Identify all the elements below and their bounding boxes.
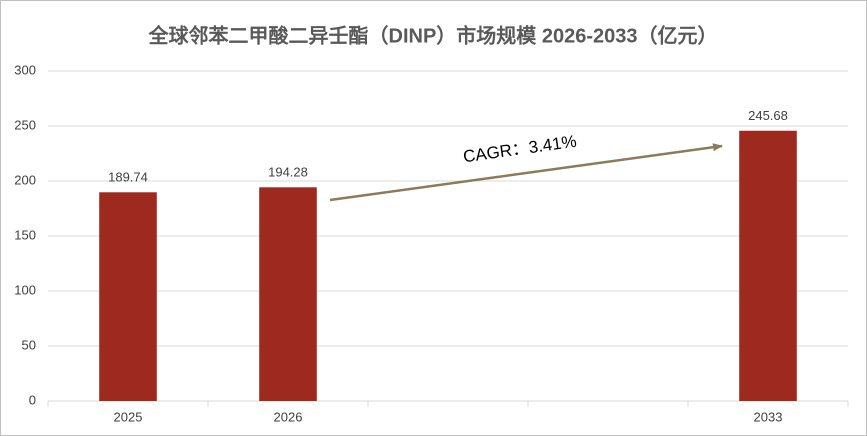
value-label: 189.74 [108, 170, 148, 185]
y-tick-label: 150 [14, 227, 36, 242]
y-tick-label: 250 [14, 117, 36, 132]
cagr-arrow [329, 143, 723, 202]
x-tick-label: 2025 [114, 409, 143, 424]
x-tick-label: 2026 [274, 409, 303, 424]
bar [739, 130, 797, 401]
bar [99, 192, 157, 401]
value-label: 194.28 [268, 165, 308, 180]
x-tick-label: 2033 [754, 409, 783, 424]
value-label: 245.68 [748, 108, 788, 123]
y-tick-label: 300 [14, 62, 36, 77]
y-tick-label: 200 [14, 172, 36, 187]
y-tick-label: 100 [14, 282, 36, 297]
chart-title: 全球邻苯二甲酸二异壬酯（DINP）市场规模 2026-2033（亿元） [148, 23, 718, 47]
y-tick-label: 50 [22, 337, 36, 352]
y-tick-label: 0 [29, 392, 36, 407]
plot-area: 0 50 100 150 200 250 300 2025 189.74 2026 194.28 20… [14, 62, 849, 424]
bar [259, 187, 317, 401]
